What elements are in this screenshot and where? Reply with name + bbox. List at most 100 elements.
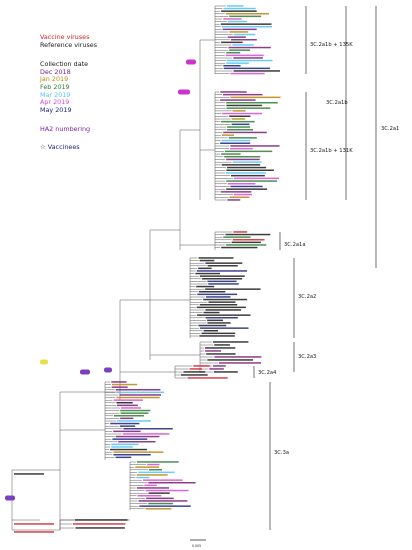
tip-label-bar (122, 433, 170, 435)
tip-label-bar (196, 270, 248, 272)
tip-label-bar (148, 469, 162, 471)
tip-label-bar (233, 231, 248, 233)
tip-label-bar (205, 262, 243, 264)
tip-label-bar (220, 191, 252, 193)
tip-label-bar (231, 241, 261, 244)
legend-date-feb-2019: Feb 2019 (40, 82, 70, 91)
tip-label-bar (111, 446, 133, 448)
tip-label-bar (193, 365, 210, 367)
tip-label-bar (223, 67, 271, 70)
tip-label-bar (136, 474, 168, 476)
tip-label-bar (228, 46, 271, 49)
tip-label-bar (144, 484, 157, 487)
tip-label-bar (218, 362, 261, 364)
tip-label-bar (113, 415, 144, 417)
tip-label-bar (196, 285, 215, 288)
tip-label-bar (145, 508, 172, 510)
tip-label-bar (225, 244, 267, 246)
tip-label-bar (183, 371, 206, 373)
tip-label-bar (208, 301, 236, 303)
tip-label-bar (230, 147, 253, 150)
tip-label-bar (199, 304, 238, 306)
tip-label-bar (222, 112, 263, 115)
tip-label-bar (112, 438, 148, 440)
tip-label-bar (198, 324, 227, 327)
tip-label-bar (120, 407, 141, 409)
tip-label-bar (221, 134, 234, 136)
tip-label-bar (232, 110, 246, 112)
tip-label-bar (226, 5, 244, 7)
tip-label-bar (197, 293, 238, 296)
legend-vaccinees: ☆ Vaccinees (40, 142, 80, 151)
tip-label-bar (233, 70, 280, 72)
tip-label-bar (221, 164, 261, 166)
tip-label-bar (135, 466, 160, 468)
tip-label-bar (136, 476, 150, 479)
legend-date-mar-2019: Mar 2019 (40, 90, 71, 99)
tip-label-bar (226, 104, 262, 107)
legend-collection-date: Collection date (40, 60, 89, 69)
clade-label-3c3a: 3C.3a (274, 450, 289, 456)
tip-label-bar (226, 52, 241, 54)
tip-label-bar (229, 49, 251, 51)
tip-label-bar (138, 471, 175, 474)
mutation-marker (104, 367, 112, 373)
tip-label-bar (120, 417, 134, 420)
tip-label-bar (225, 54, 264, 57)
legend-vaccine-viruses: Vaccine viruses (40, 33, 90, 41)
tip-label-bar (221, 41, 243, 44)
tip-label-bar (116, 402, 133, 404)
tip-label-bar (227, 20, 247, 23)
scale-bar-label: 0.005 (192, 544, 201, 548)
tip-label-bar (231, 123, 250, 126)
tip-label-bar (213, 371, 238, 373)
tip-label-bar (233, 57, 263, 59)
tip-label-bar (116, 420, 151, 422)
mutation-marker (5, 495, 15, 501)
tip-label-bar (148, 502, 173, 505)
tip-label-bar (230, 72, 265, 75)
tip-label-bar (116, 404, 138, 407)
tip-label-bar (120, 409, 151, 412)
tip-label-bar (225, 13, 270, 15)
tip-label-bar (199, 335, 235, 337)
tip-label-bar (227, 36, 246, 38)
tip-label-bar (111, 386, 128, 388)
tip-label-bar (226, 126, 251, 128)
tip-label-bar (206, 353, 236, 355)
tip-label-bar (225, 150, 273, 153)
tip-label-bar (196, 306, 246, 309)
tip-label-bar (137, 495, 162, 497)
clade-label-3c2a1b: 3C.2a1b (326, 100, 348, 106)
tip-label-bar (232, 44, 254, 46)
tip-label-bar (205, 288, 261, 290)
tip-label-bar (229, 196, 250, 198)
clade-label-3c2a1b-135k: 3C.2a1b + 135K (310, 42, 353, 48)
clade-label-3c2a1a: 3C.2a1a (284, 242, 306, 248)
tip-label-bar (221, 139, 251, 142)
tip-label-bar (207, 322, 231, 324)
tip-label-bar (203, 298, 248, 301)
tip-label-bar (223, 131, 267, 134)
tip-label-bar (226, 59, 273, 62)
tip-label-bar (138, 500, 188, 502)
tip-label-bar (226, 169, 274, 171)
tip-label-bar (201, 332, 236, 335)
tip-label-bar (136, 461, 179, 463)
legend: Vaccine viruses Reference viruses Collec… (40, 33, 180, 152)
tip-label-bar (226, 62, 249, 64)
tip-label-bar (230, 39, 257, 41)
tip-label-bar (112, 383, 138, 386)
tip-label-bar (212, 341, 249, 343)
tip-label-bar (110, 448, 147, 451)
tip-label-bar (212, 365, 226, 367)
tip-label-bar (223, 65, 241, 67)
tip-label-bar (113, 399, 143, 401)
tip-label-bar (209, 368, 224, 370)
tip-label-bar (221, 10, 257, 12)
tip-label-bar (14, 531, 54, 533)
legend-date-apr-2019: Apr 2019 (40, 98, 70, 107)
tip-label-bar (221, 120, 255, 123)
tip-label-bar (199, 275, 245, 277)
